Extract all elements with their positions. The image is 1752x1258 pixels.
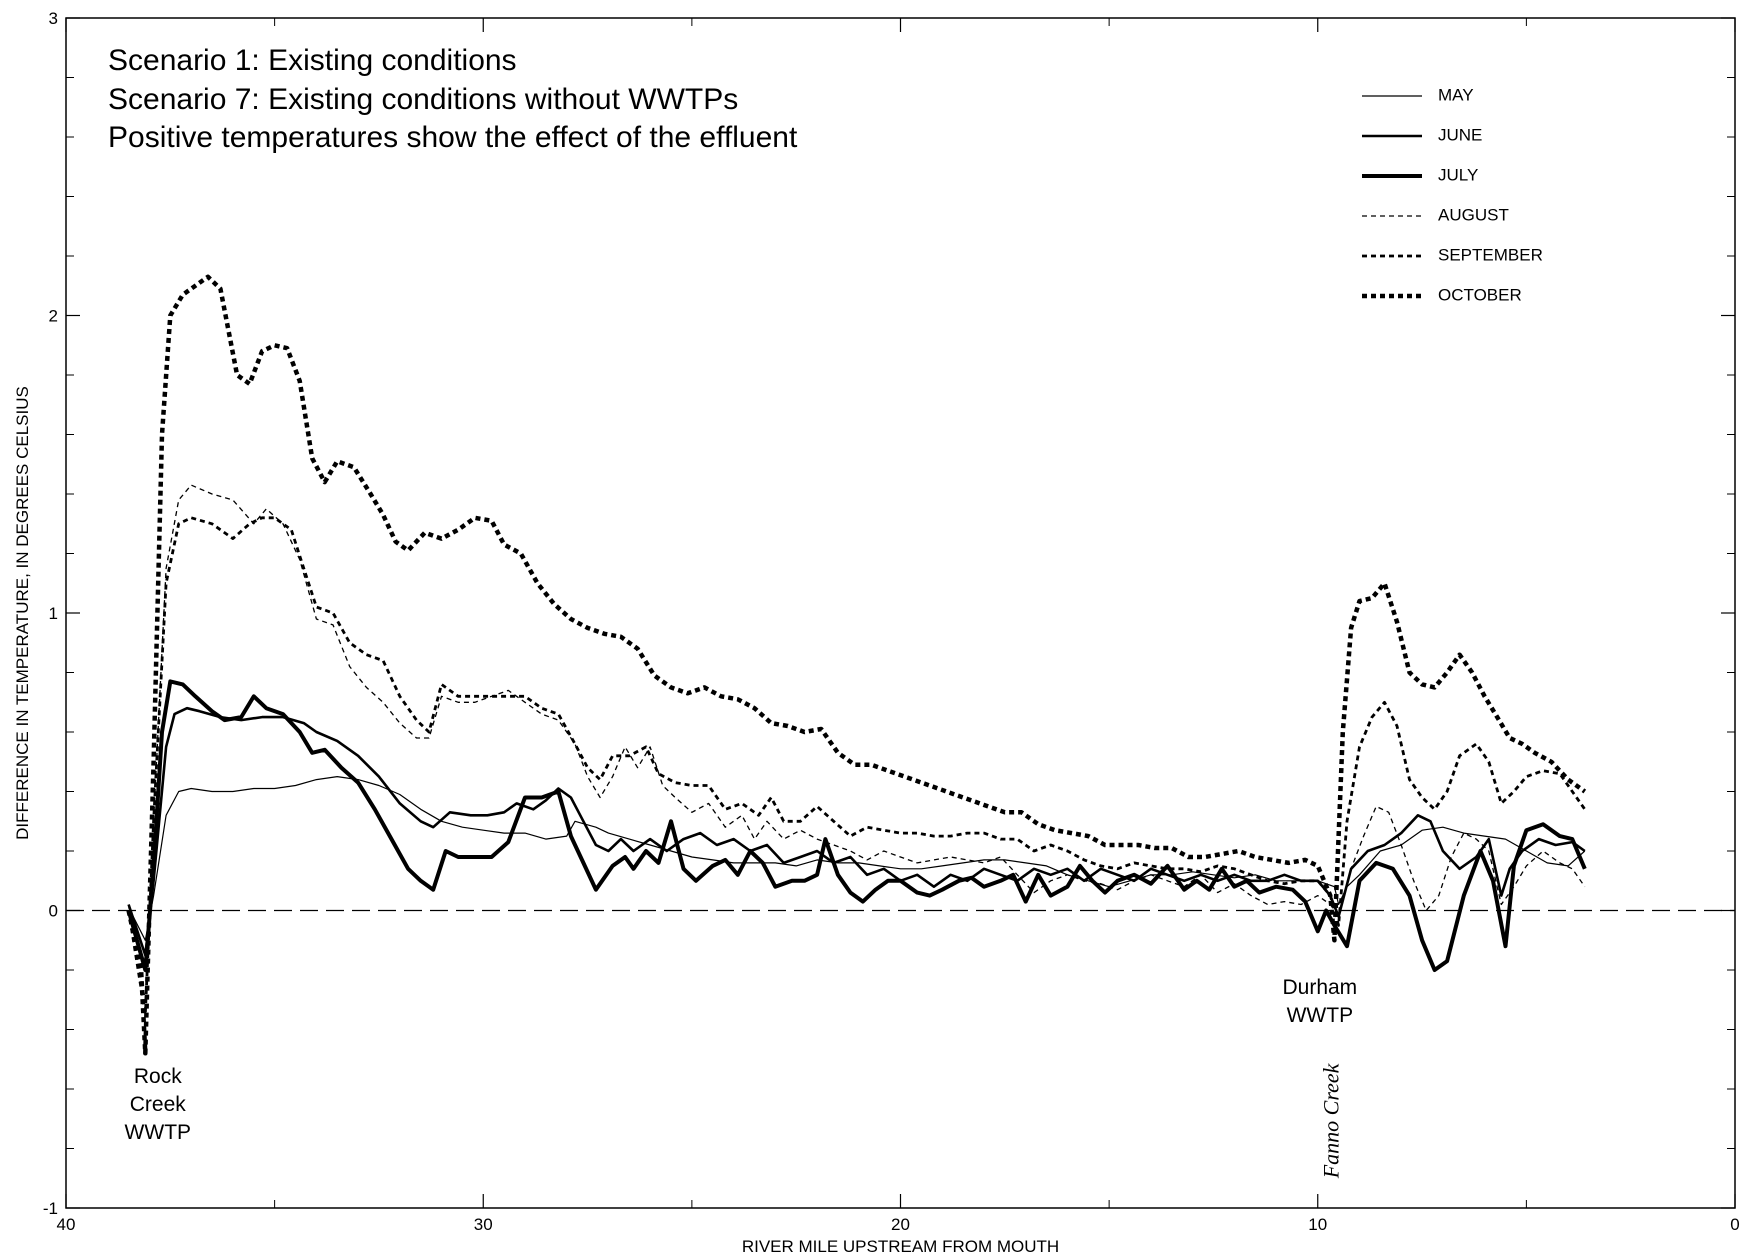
site-label-0-line-2: WWTP [125,1121,191,1144]
x-tick-label: 30 [474,1215,493,1234]
site-labels: Rock Creek WWTP Durham WWTP Fanno Creek [125,976,1358,1179]
series-line-july [126,679,1587,972]
series-layer [126,274,1587,1056]
x-tick-label: 10 [1308,1215,1327,1234]
legend-label-july: JULY [1438,165,1478,184]
annotation-line-2: Scenario 7: Existing conditions without … [108,83,738,116]
site-label-1-line-0: Durham [1282,976,1357,999]
legend-label-august: AUGUST [1438,205,1509,224]
x-tick-label: 0 [1730,1215,1739,1234]
legend-label-may: MAY [1438,85,1474,104]
site-label-0-line-0: Rock [134,1065,182,1088]
legend: MAY JUNE JULY AUGUST SEPTEMBER OCTOBER [1362,85,1543,304]
annotation-line-1: Scenario 1: Existing conditions [108,44,517,77]
series-line-october [126,274,1587,1056]
series-line-september [127,516,1586,1016]
legend-label-september: SEPTEMBER [1438,245,1543,264]
axis-ticks [65,17,1736,1209]
y-tick-label: 1 [49,604,58,623]
y-tick-label: 0 [49,902,58,921]
legend-label-october: OCTOBER [1438,285,1522,304]
y-tick-label: -1 [43,1199,58,1218]
x-axis-title: RIVER MILE UPSTREAM FROM MOUTH [742,1237,1059,1256]
site-label-0-line-1: Creek [130,1093,187,1116]
y-tick-label: 2 [49,307,58,326]
series-line-august [127,484,1586,1001]
scenario-annotations: Scenario 1: Existing conditions Scenario… [108,44,798,154]
x-tick-label: 20 [891,1215,910,1234]
axis-tick-labels: 40 30 20 10 0 -1 0 1 2 3 [43,9,1740,1234]
y-axis-title: DIFFERENCE IN TEMPERATURE, IN DEGREES CE… [13,386,32,840]
x-tick-label: 40 [57,1215,76,1234]
y-tick-label: 3 [49,9,58,28]
series-line-june [127,706,1586,957]
tributary-label-fanno-creek: Fanno Creek [1319,1062,1344,1179]
annotation-line-3: Positive temperatures show the effect of… [108,121,798,154]
site-label-1-line-1: WWTP [1287,1004,1353,1027]
legend-label-june: JUNE [1438,125,1482,144]
